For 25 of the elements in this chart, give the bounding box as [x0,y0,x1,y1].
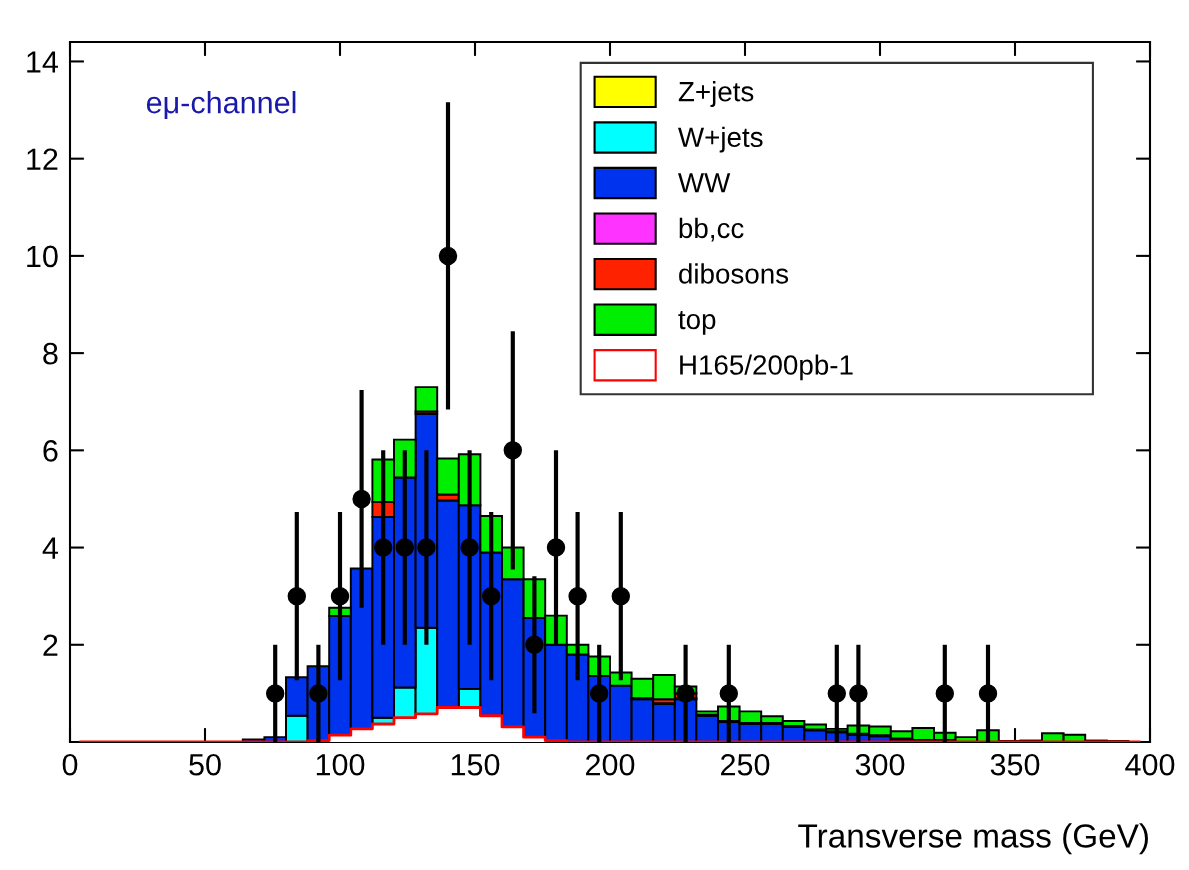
x-tick-label: 150 [451,753,500,776]
legend-label: H165/200pb-1 [680,354,853,381]
x-tick-label: 100 [316,753,365,776]
legend-label: W+jets [678,126,763,153]
y-tick-label: 6 [43,440,58,462]
x-tick-label: 200 [586,753,635,776]
x-tick-label: 0 [62,753,78,776]
x-tick-label: 250 [721,753,770,776]
legend-label: bb,cc [679,217,744,242]
x-axis-title: Transverse mass (GeV) [798,823,1148,855]
y-tick-label: 14 [27,51,58,73]
x-tick-label: 50 [189,753,221,776]
legend-label: dibosons [679,263,789,284]
legend-label: Z+jets [678,81,754,107]
x-tick-label: 300 [855,753,905,776]
y-tick-label: 10 [27,245,58,268]
y-tick-label: 2 [43,634,58,656]
y-tick-label: 12 [27,148,58,170]
legend-label: top [678,311,716,335]
y-tick-label: 8 [43,342,58,365]
annotation: eμ-channel [146,91,296,120]
y-tick-label: 4 [42,537,58,559]
legend-label: WW [678,173,731,193]
x-tick-label: 400 [1125,753,1175,776]
x-tick-label: 350 [990,753,1040,776]
